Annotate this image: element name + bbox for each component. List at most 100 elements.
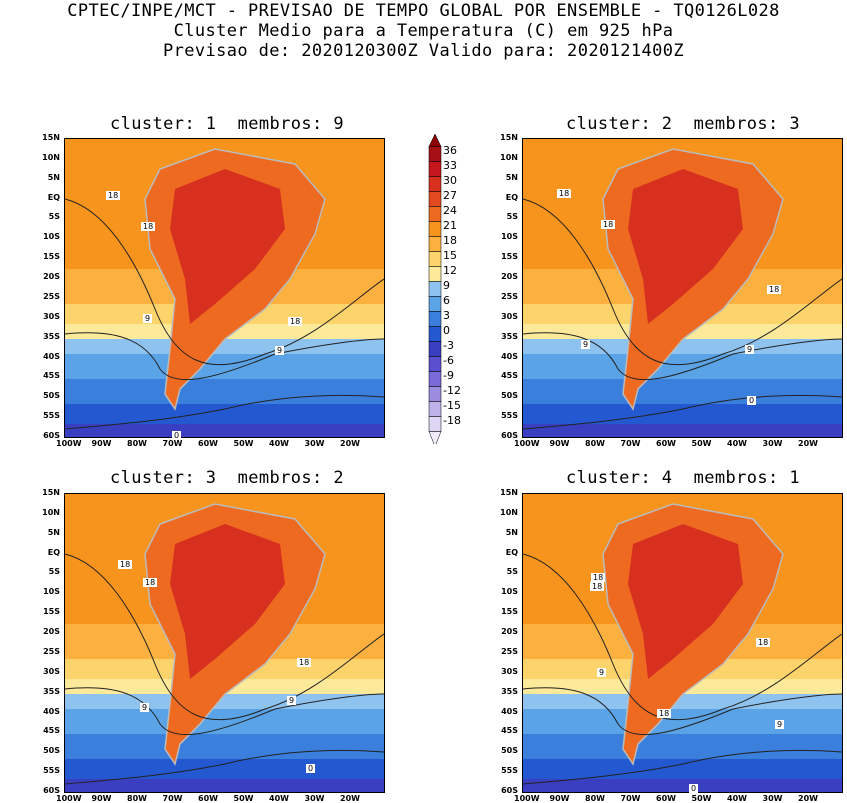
lat-tick-label: EQ [505,547,518,557]
lon-tick-label: 40W [269,794,289,803]
colorbar-label: -6 [443,353,454,367]
temperature-band [523,709,842,735]
lat-tick-label: EQ [47,192,60,202]
lon-tick-label: 50W [691,439,712,448]
colorbar-label: -9 [443,368,454,382]
colorbar-label: 21 [443,218,457,232]
lon-tick-label: 100W [56,439,82,448]
lat-tick-label: 20S [43,272,60,282]
lat-tick-label: 30S [501,311,518,321]
header-title-line-2: Cluster Medio para a Temperatura (C) em … [173,21,674,41]
contour-18 [65,198,384,366]
lon-tick-label: 70W [620,794,641,803]
contour-label: 18 [601,220,616,229]
lon-tick-label: 90W [549,794,570,803]
colorbar-label: -3 [443,338,454,352]
colorbar-swatch [428,341,442,357]
lat-tick-label: 15S [43,607,60,617]
colorbar-swatch [428,371,442,387]
contour-label: 9 [143,314,153,323]
lat-tick-label: 10N [500,152,518,162]
lat-tick-label: 55S [501,766,518,776]
contour-label: 18 [141,222,156,231]
contour-9 [65,332,384,381]
lon-tick-label: 20W [798,439,818,448]
lat-tick-label: 5N [505,527,518,537]
lat-tick-label: 10S [43,587,60,597]
colorbar-swatch [428,386,442,402]
continent-hot-core [170,169,285,324]
contour-label: 18 [590,582,605,591]
contour-18 [523,198,842,366]
lon-tick-label: 30W [762,794,783,803]
colorbar-swatch [428,161,442,177]
lon-tick-label: 40W [269,439,289,448]
contour-9 [65,687,384,736]
colorbar-label: 27 [443,188,457,202]
temperature-band [523,354,842,380]
lon-tick-label: 70W [620,439,641,448]
temperature-band [65,709,384,735]
colorbar-label: 33 [443,158,457,172]
colorbar-swatch [428,311,442,327]
map-panel-4 [522,493,843,793]
lat-tick-label: 60S [501,786,518,795]
lon-tick-label: 40W [727,794,747,803]
colorbar-label: -12 [443,383,461,397]
contour-label: 18 [297,658,312,667]
lat-tick-label: 20S [501,627,518,637]
coastline [602,148,784,411]
temperature-band [523,404,842,425]
lon-tick-label: 60W [198,794,218,803]
contour-label: 9 [597,668,607,677]
lat-tick-label: 50S [43,746,60,756]
colorbar-label: -15 [443,398,461,412]
lat-tick-label: EQ [47,547,60,557]
coastline [144,148,326,411]
lat-tick-label: 10N [500,507,518,517]
contour-label: 9 [745,345,755,354]
continent-hot-core [170,524,285,679]
contour-label: 18 [756,638,771,647]
lon-tick-label: 90W [91,439,112,448]
colorbar-label: 0 [443,323,450,337]
panel-title-4: cluster: 4 membros: 1 [566,468,800,488]
lat-tick-label: 10S [501,232,518,242]
colorbar-label: 3 [443,308,450,322]
lon-tick-label: 80W [127,439,147,448]
contour-18 [65,553,384,721]
contour-label: 18 [106,191,121,200]
continent-hot-core [628,524,743,679]
temperature-band [523,779,842,792]
colorbar-label: 24 [443,203,457,217]
lon-tick-label: 20W [340,439,360,448]
contour-label: 9 [140,703,150,712]
colorbar-swatch [428,296,442,312]
contour-label: 18 [591,573,606,582]
temperature-band [65,404,384,425]
lon-tick-label: 60W [656,439,676,448]
lat-tick-label: 60S [501,431,518,440]
contour-label: 18 [557,189,572,198]
temperature-band [65,694,384,710]
colorbar-swatch [428,191,442,207]
contour-label: 9 [775,720,785,729]
lat-tick-label: 10N [42,507,60,517]
contour-18 [523,553,842,721]
lat-tick-label: 50S [501,391,518,401]
temperature-band [65,734,384,760]
lat-tick-label: 50S [43,391,60,401]
map-panel-2 [522,138,843,438]
temperature-band [65,354,384,380]
colorbar [428,134,442,444]
colorbar-label: 36 [443,143,457,157]
lat-tick-label: 25S [501,291,518,301]
lat-tick-label: 60S [43,431,60,440]
lat-tick-label: 15S [501,252,518,262]
colorbar-label: 18 [443,233,457,247]
colorbar-label: 12 [443,263,457,277]
contour-0 [523,749,842,785]
lat-tick-label: 15N [500,133,518,142]
header-title-line-1: CPTEC/INPE/MCT - PREVISAO DE TEMPO GLOBA… [67,1,780,21]
contour-0 [523,394,842,430]
